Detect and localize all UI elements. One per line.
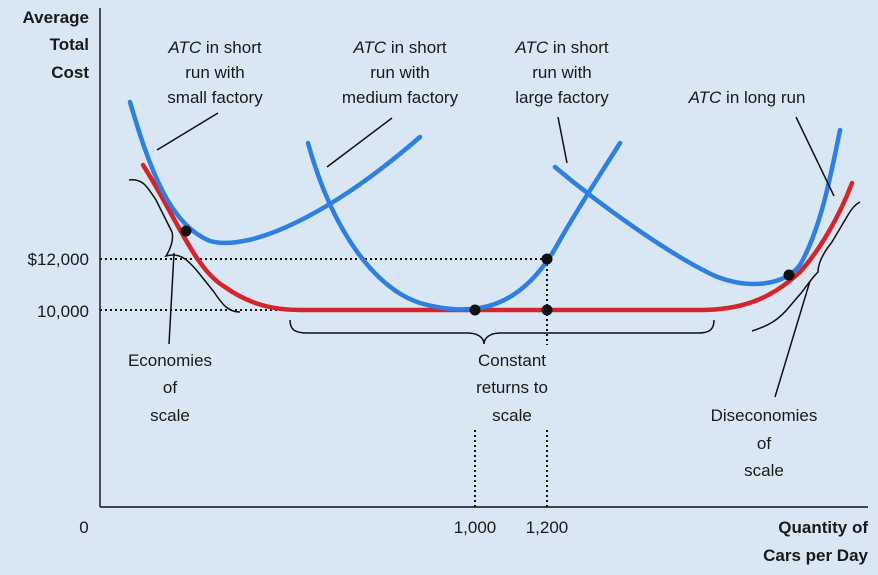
leader-medium — [326, 117, 393, 168]
tangency-point-large — [783, 269, 795, 281]
atc-short-run-medium-curve — [305, 140, 623, 312]
leader-diseconomies — [774, 280, 811, 398]
atc-long-run-curve — [140, 162, 855, 313]
x-tick-1000: 1,000 — [454, 518, 497, 537]
x-axis-title-line-1: Quantity of — [778, 518, 868, 537]
y-axis-title-line-2: Total — [50, 35, 89, 54]
annotation-diseconomies-line-1: Diseconomies — [711, 406, 818, 425]
atc-short-run-small-curve — [127, 99, 423, 246]
annotation-economies-line-2: of — [163, 378, 177, 397]
tangency-point-small — [180, 225, 192, 237]
label-small-line-3: small factory — [167, 88, 263, 107]
label-medium-line-3: medium factory — [342, 88, 459, 107]
label-medium-line-2: run with — [370, 63, 430, 82]
brace-constant — [289, 319, 715, 345]
label-large-line-3: large factory — [515, 88, 609, 107]
label-small-line-1: ATC in short — [167, 38, 261, 57]
label-medium-line-1: ATC in short — [352, 38, 446, 57]
brace-diseconomies — [751, 201, 861, 332]
leader-economies — [168, 252, 175, 345]
annotation-diseconomies-line-2: of — [757, 434, 771, 453]
brace-economies — [128, 178, 241, 313]
data-points — [469, 253, 553, 316]
y-axis-title-line-1: Average — [23, 8, 89, 27]
label-long-run: ATC in long run — [688, 88, 806, 107]
annotation-constant-line-1: Constant — [478, 351, 546, 370]
annotation-constant-line-3: scale — [492, 406, 532, 425]
x-axis-title-line-2: Cars per Day — [763, 546, 868, 565]
x-tick-1200: 1,200 — [526, 518, 569, 537]
leader-small — [156, 112, 219, 151]
annotation-economies-line-1: Economies — [128, 351, 212, 370]
label-large-line-1: ATC in short — [514, 38, 608, 57]
y-axis-title-line-3: Cost — [51, 63, 89, 82]
label-small-line-2: run with — [185, 63, 245, 82]
annotation-diseconomies-line-3: scale — [744, 461, 784, 480]
data-point-2 — [541, 304, 553, 316]
label-large-line-2: run with — [532, 63, 592, 82]
y-tick-10000: 10,000 — [37, 302, 89, 321]
leader-large — [557, 116, 568, 164]
origin-label: 0 — [79, 518, 88, 537]
data-point-0 — [469, 304, 481, 316]
leader-long-run — [795, 116, 835, 197]
data-point-1 — [541, 253, 553, 265]
y-tick-12000: $12,000 — [28, 250, 89, 269]
annotation-economies-line-3: scale — [150, 406, 190, 425]
atc-short-run-large-curve — [552, 127, 843, 287]
annotation-constant-line-2: returns to — [476, 378, 548, 397]
